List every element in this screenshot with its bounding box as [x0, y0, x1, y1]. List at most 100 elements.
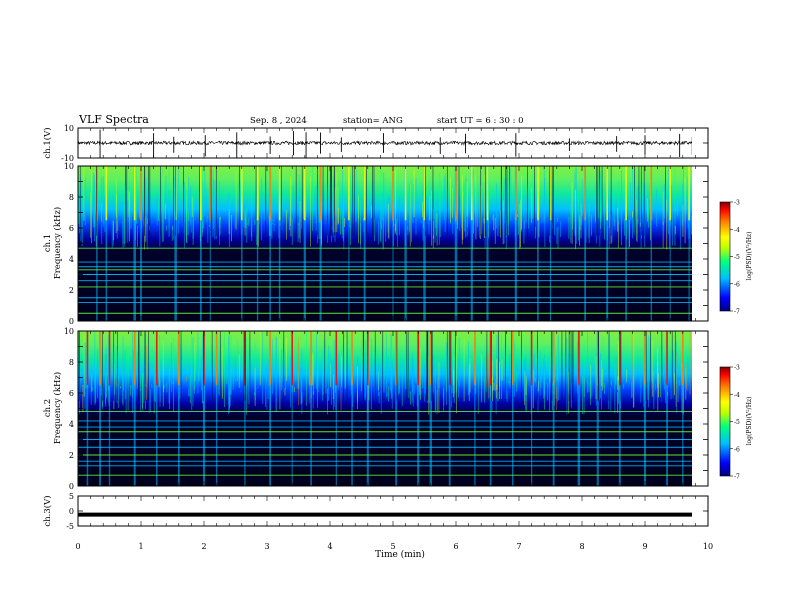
sferic-streak — [392, 166, 394, 321]
sferic-core — [511, 331, 514, 386]
sferic-streak — [404, 166, 407, 321]
sferic-core — [584, 166, 586, 221]
sferic-streak — [291, 331, 293, 486]
y-tick-label: 10 — [64, 124, 74, 133]
y-tick-label: 0 — [69, 482, 74, 491]
sferic-core — [178, 331, 180, 386]
sferic-streak — [310, 331, 312, 486]
y-tick-label: 6 — [69, 224, 74, 233]
sferic-streak — [688, 166, 690, 321]
sferic-streak — [474, 331, 476, 486]
x-tick-label: 8 — [579, 542, 584, 551]
sferic-streak — [209, 166, 211, 321]
sferic-streak — [454, 166, 458, 321]
x-tick-label: 0 — [75, 542, 80, 551]
figure-title: VLF Spectra — [78, 113, 149, 126]
sferic-streak — [486, 166, 489, 321]
ch1-spec-ylabel-channel: ch.1 — [43, 234, 53, 252]
sferic-core — [241, 166, 243, 221]
sferic-streak — [241, 166, 243, 321]
sferic-core — [625, 166, 627, 221]
y-tick-label: 5 — [69, 492, 74, 501]
ch1-colorbar-label: log(PSD)(V²/Hz) — [746, 232, 753, 281]
ch2-spectrogram-background — [78, 331, 692, 486]
sferic-streak — [514, 166, 517, 321]
sferic-streak — [470, 166, 473, 321]
sferic-core — [537, 166, 539, 221]
colorbar-tick-label: -3 — [734, 200, 740, 207]
start-time-label: start UT = 6 : 30 : 0 — [437, 116, 524, 126]
sferic-streak — [606, 166, 609, 321]
sferic-core — [256, 166, 259, 221]
sferic-streak — [666, 331, 668, 486]
sferic-core — [470, 166, 473, 221]
ch1-waveform-panel: 10 -10 ch.1(V) — [42, 124, 709, 163]
sferic-core — [140, 166, 142, 221]
ch1-spectrogram-background — [78, 166, 692, 321]
time-axis-label: Time (min) — [375, 549, 425, 560]
ch2-colorbar-label: log(PSD)(V²/Hz) — [746, 397, 753, 446]
sferic-core — [319, 166, 322, 221]
sferic-core — [269, 331, 271, 386]
sferic-streak — [155, 331, 158, 486]
sferic-streak — [278, 166, 281, 321]
colorbar-tick-label: -7 — [734, 309, 740, 316]
x-tick-label: 4 — [327, 542, 332, 551]
sferic-streak — [177, 331, 180, 486]
colorbar-tick-label: -5 — [734, 419, 740, 426]
sferic-streak — [140, 166, 142, 321]
ch2-colorbar-gradient — [719, 366, 731, 477]
y-tick-label: 8 — [69, 193, 74, 202]
sferic-streak — [335, 331, 337, 486]
sferic-core — [549, 166, 552, 221]
sferic-core — [404, 166, 407, 221]
sferic-streak — [108, 331, 111, 486]
sferic-core — [489, 331, 492, 386]
sferic-streak — [351, 331, 353, 486]
sferic-streak — [133, 166, 136, 321]
sferic-core — [455, 166, 457, 221]
sferic-core — [606, 166, 608, 221]
sferic-streak — [537, 166, 539, 321]
ch1-waveform-line — [78, 140, 692, 146]
sferic-streak — [202, 331, 206, 486]
sferic-streak — [669, 166, 671, 321]
ch1-spec-ylabel-frequency: Frequency (kHz) — [52, 207, 63, 279]
sferic-streak — [348, 166, 350, 321]
sferic-streak — [269, 166, 271, 321]
sferic-core — [96, 166, 98, 221]
y-tick-label: 2 — [69, 451, 74, 460]
sferic-core — [688, 166, 690, 221]
colorbar-tick-label: -6 — [734, 281, 740, 288]
sferic-core — [395, 331, 397, 386]
sferic-core — [650, 166, 653, 221]
colorbar-tick-label: -6 — [734, 446, 740, 453]
sferic-core — [133, 166, 136, 221]
sferic-streak — [133, 331, 136, 486]
sferic-streak — [417, 331, 420, 486]
sferic-core — [310, 331, 312, 386]
sferic-streak — [199, 166, 202, 321]
colorbar-tick-label: -7 — [734, 474, 740, 481]
sferic-streak — [618, 331, 621, 486]
sferic-streak — [366, 331, 369, 486]
sferic-streak — [577, 331, 581, 486]
sferic-streak — [363, 166, 366, 321]
sferic-streak — [650, 166, 652, 321]
ch1-colorbar-gradient — [719, 201, 731, 312]
x-tick-label: 6 — [453, 542, 458, 551]
sferic-core — [203, 331, 205, 386]
sferic-core — [578, 331, 580, 386]
sferic-streak — [174, 166, 177, 321]
sferic-core — [666, 331, 668, 386]
ch3-waveform-panel: 5 0 -5 ch.3(V) — [42, 492, 709, 531]
sferic-core — [596, 331, 599, 386]
sferic-streak — [643, 331, 647, 486]
sferic-core — [423, 166, 426, 221]
sferic-streak — [423, 166, 426, 321]
sferic-streak — [105, 166, 108, 321]
sferic-core — [474, 331, 476, 386]
sferic-streak — [530, 331, 533, 486]
time-axis: 0 1 2 3 4 5 6 7 8 9 10 — [75, 542, 713, 551]
